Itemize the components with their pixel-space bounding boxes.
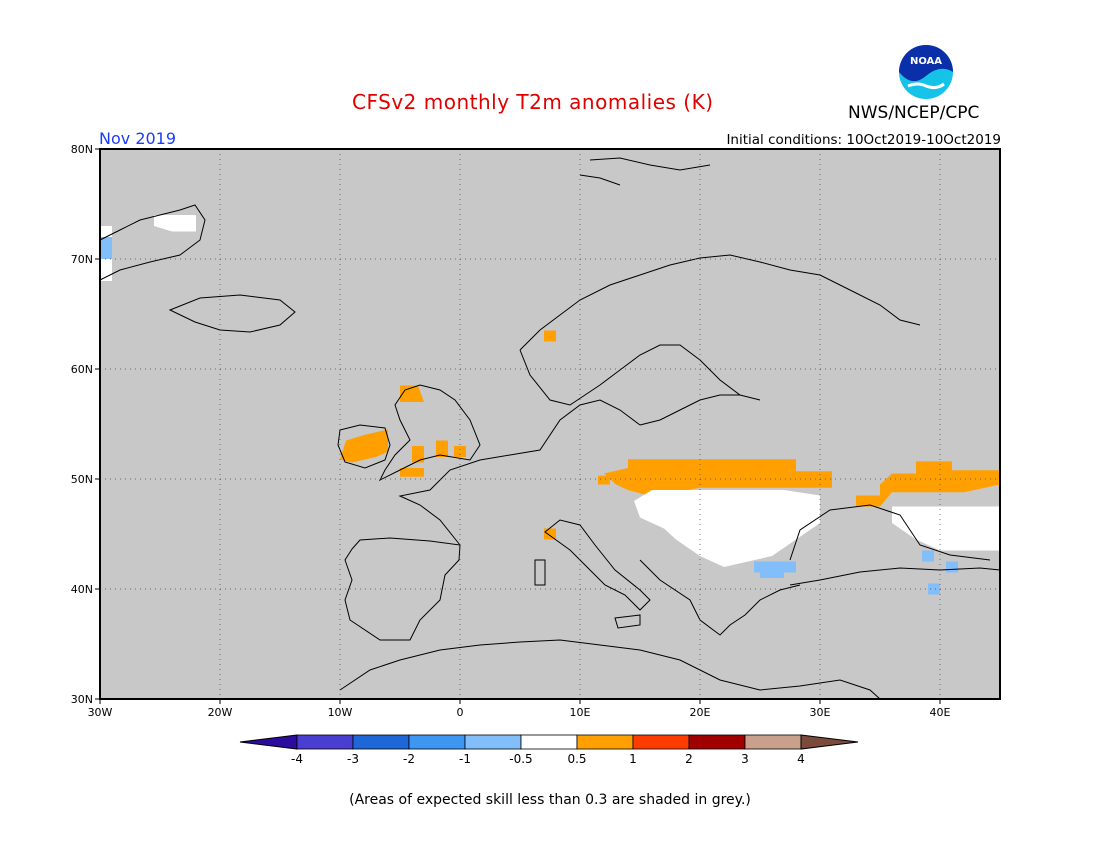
colorbar-label: -1 [459,752,471,766]
x-tick-label: 10E [570,706,591,719]
x-tick-label: 20W [208,706,233,719]
colorbar-label: -2 [403,752,415,766]
noaa-logo: NOAA [897,43,955,101]
x-tick-label: 30E [810,706,831,719]
map-title: CFSv2 monthly T2m anomalies (K) [352,90,714,114]
colorbar-swatch [520,734,578,750]
x-tick-label: 20E [690,706,711,719]
y-tick-label: 30N [71,693,93,706]
colorbar-label: -4 [291,752,303,766]
y-tick-label: 80N [71,143,93,156]
colorbar-label: 4 [797,752,805,766]
x-tick-label: 30W [88,706,113,719]
forecast-month: Nov 2019 [99,129,177,148]
colorbar: -4 -3 -2 -1 -0.5 0.5 1 2 3 4 [239,734,859,766]
ireland-warm [340,429,388,463]
colorbar-swatch [408,734,466,750]
map-frame [99,148,1001,700]
england-warm-1 [412,446,424,463]
agency-label: NWS/NCEP/CPC [848,103,980,123]
carpathian-basin-neutral [634,490,820,567]
colorbar-label: 0.5 [567,752,586,766]
colorbar-swatch [296,734,354,750]
colorbar-arrow-high [800,734,859,750]
anomaly-regions [100,215,1000,595]
norway-warm [544,330,556,342]
colorbar-swatch [464,734,522,750]
y-tick-label: 50N [71,473,93,486]
england-warm-2 [436,440,448,457]
initial-conditions: Initial conditions: 10Oct2019-10Oct2019 [726,132,1001,148]
colorbar-swatch [688,734,746,750]
y-tick-label: 40N [71,583,93,596]
colorbar-label: -0.5 [509,752,532,766]
x-tick-label: 40E [930,706,951,719]
germany-warm [598,475,610,485]
x-tick-label: 10W [328,706,353,719]
colorbar-swatch [744,734,802,750]
map-background [100,149,1000,699]
turkey-cool [760,572,784,578]
colorbar-arrow-low [239,734,298,750]
colorbar-label: -3 [347,752,359,766]
x-tick-label: 0 [457,706,464,719]
x-axis-ticks: 30W 20W 10W 0 10E 20E 30E 40E [88,699,951,719]
graticule [100,149,1000,699]
y-axis-ticks: 80N 70N 60N 50N 40N 30N [71,143,100,706]
caucasus-cool-1 [922,550,934,562]
caucasus-neutral [892,506,1000,551]
y-tick-label: 70N [71,253,93,266]
russia-warm-band [856,461,1000,507]
colorbar-swatch [632,734,690,750]
y-tick-label: 60N [71,363,93,376]
colorbar-label: 1 [629,752,637,766]
logo-text: NOAA [910,56,942,67]
iceland-coast-neutral [154,215,196,232]
colorbar-label: 2 [685,752,693,766]
bulgaria-cool [754,561,796,573]
skill-note: (Areas of expected skill less than 0.3 a… [349,792,751,808]
wales-warm [400,468,424,477]
england-warm-3 [454,446,466,457]
central-europe-warm-band [604,459,832,497]
caucasus-cool-2 [946,561,958,573]
anatolia-cool [928,583,940,595]
greenland-cool [100,237,112,259]
colorbar-swatch [352,734,410,750]
colorbar-swatch [576,734,634,750]
alps-warm [544,528,556,540]
colorbar-label: 3 [741,752,749,766]
